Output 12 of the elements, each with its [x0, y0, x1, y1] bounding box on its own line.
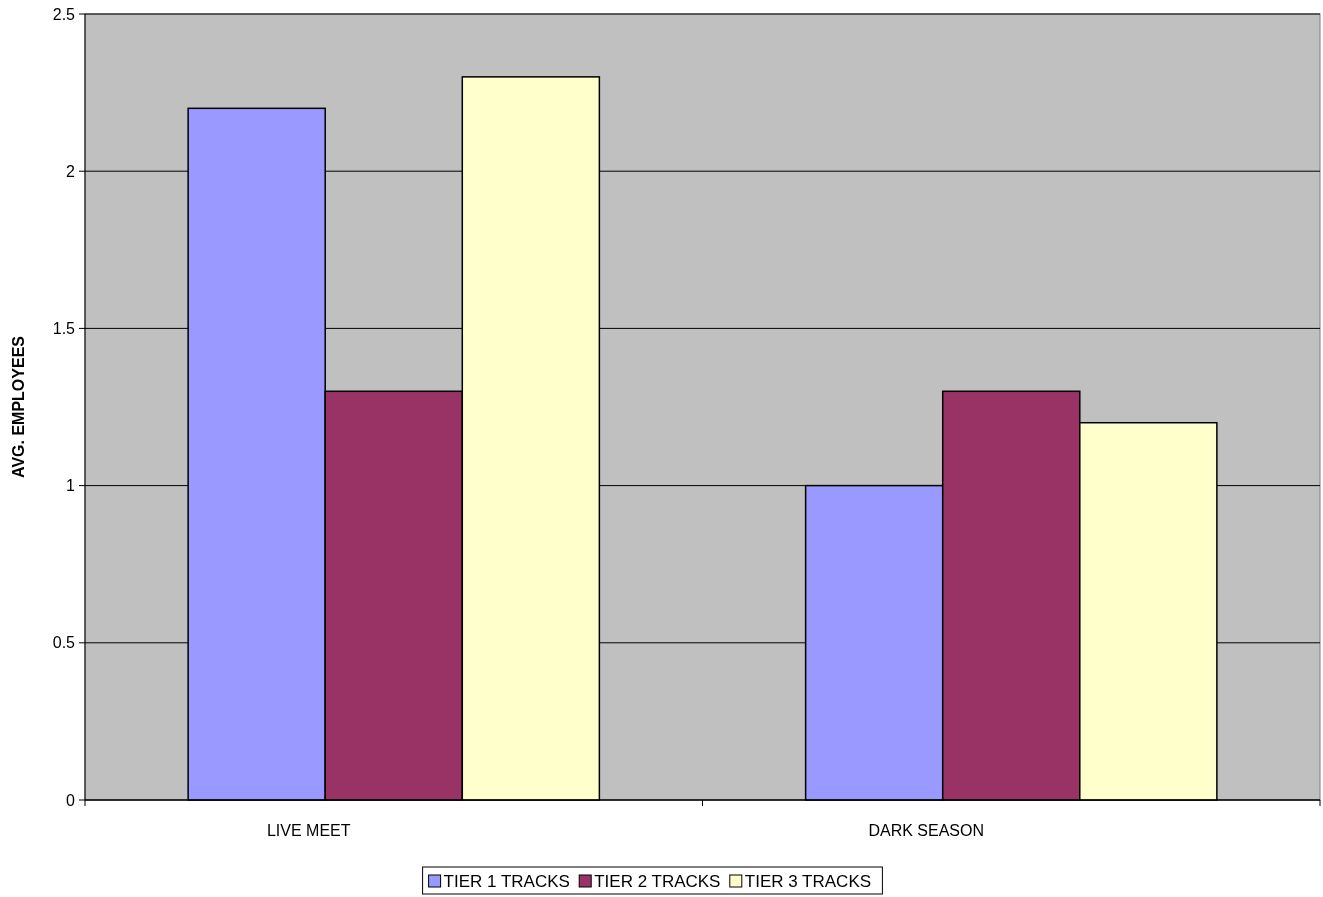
- legend-label: TIER 2 TRACKS: [594, 872, 721, 891]
- x-tick-label: LIVE MEET: [266, 822, 351, 839]
- legend-label: TIER 1 TRACKS: [443, 872, 570, 891]
- y-tick-label: 2: [66, 162, 76, 180]
- legend-label: TIER 3 TRACKS: [744, 872, 872, 891]
- y-tick-label: 0: [66, 791, 76, 809]
- y-tick-label: 1.5: [52, 320, 76, 337]
- y-tick-label: 1: [66, 477, 76, 495]
- x-tick-label: DARK SEASON: [868, 822, 985, 839]
- y-axis-title: AVG. EMPLOYEES: [10, 335, 27, 478]
- y-tick-label: 2.5: [52, 5, 76, 23]
- y-tick-label: 0.5: [52, 634, 76, 652]
